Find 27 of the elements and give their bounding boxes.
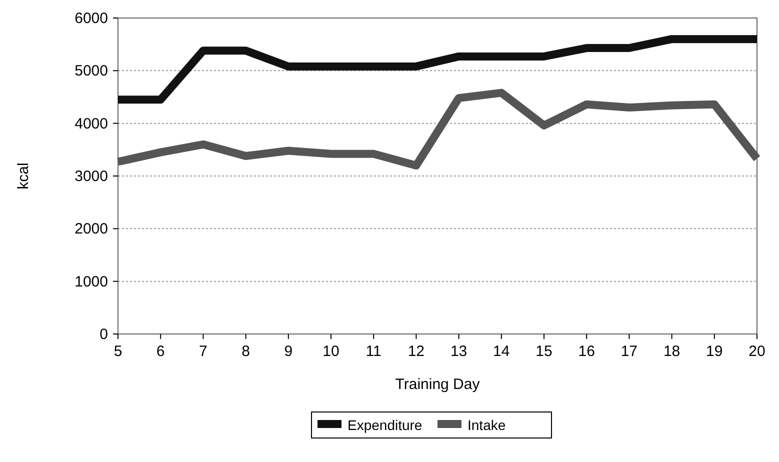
y-tick-label: 0 <box>100 326 108 343</box>
y-axis-title: kcal <box>15 162 32 190</box>
y-tick-label: 5000 <box>74 62 108 80</box>
x-tick-label: 14 <box>493 343 510 360</box>
y-tick-label: 2000 <box>74 220 108 238</box>
x-axis-title: Training Day <box>395 376 480 393</box>
y-tick-label: 1000 <box>74 273 108 290</box>
x-tick-label: 20 <box>748 343 766 360</box>
x-tick-label: 12 <box>408 343 425 360</box>
legend-label: Expenditure <box>348 417 422 433</box>
x-tick-label: 19 <box>706 343 723 360</box>
y-tick-label: 3000 <box>74 168 108 185</box>
x-tick-label: 6 <box>156 343 165 360</box>
x-tick-label: 10 <box>322 343 340 360</box>
x-tick-label: 13 <box>450 343 468 360</box>
x-tick-label: 8 <box>242 343 250 360</box>
y-tick-label: 4000 <box>74 115 108 132</box>
x-tick-label: 16 <box>578 343 595 360</box>
x-tick-label: 15 <box>536 343 552 360</box>
x-tick-label: 7 <box>199 343 208 360</box>
y-tick-label: 6000 <box>74 10 108 27</box>
x-tick-label: 11 <box>366 343 382 360</box>
x-tick-label: 9 <box>284 343 293 360</box>
x-tick-label: 17 <box>620 343 638 360</box>
legend-label: Intake <box>468 417 506 433</box>
x-tick-label: 18 <box>663 343 680 360</box>
x-tick-label: 5 <box>114 343 122 360</box>
